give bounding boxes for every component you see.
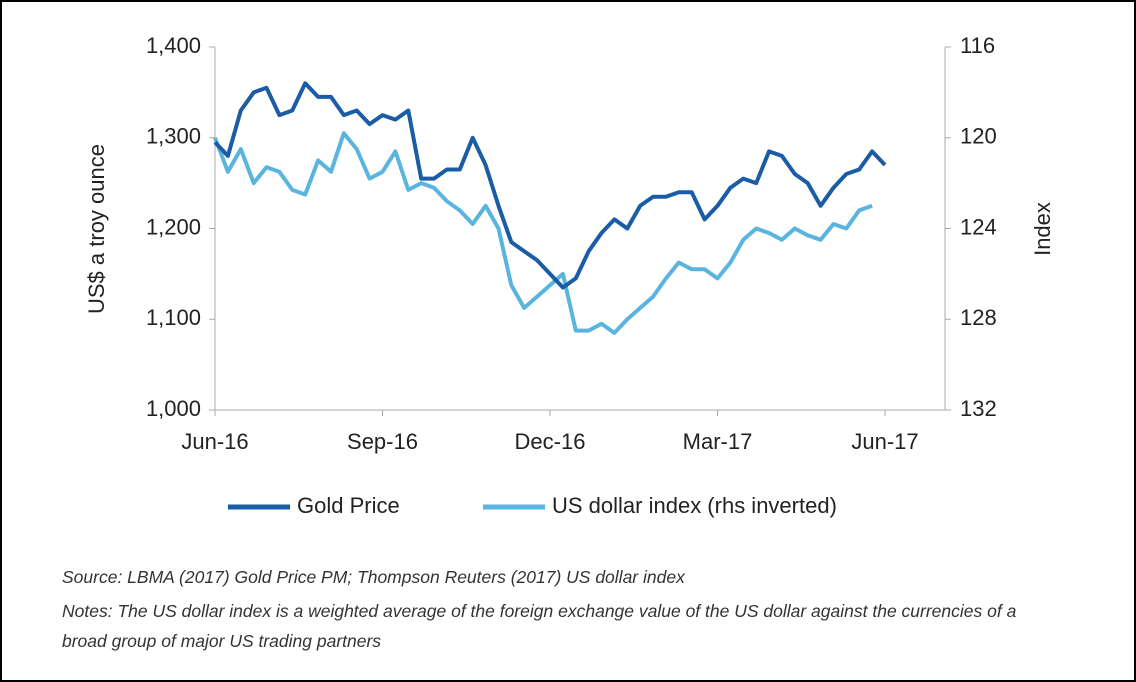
x-tick-label: Jun-17 <box>851 429 918 454</box>
y2-tick-label: 120 <box>960 124 997 149</box>
y-tick-label: 1,400 <box>146 33 201 58</box>
x-tick-label: Dec-16 <box>515 429 586 454</box>
y-axis-label: US$ a troy ounce <box>84 144 109 314</box>
y-tick-label: 1,200 <box>146 214 201 239</box>
x-tick-label: Mar-17 <box>683 429 753 454</box>
y2-tick-label: 124 <box>960 214 997 239</box>
notes: Notes: The US dollar index is a weighted… <box>62 601 1017 651</box>
legend-label: Gold Price <box>297 493 400 518</box>
x-tick-label: Sep-16 <box>347 429 418 454</box>
series-line <box>213 81 887 290</box>
y2-tick-label: 132 <box>960 396 997 421</box>
series-line <box>213 131 873 335</box>
source: Source: LBMA (2017) Gold Price PM; Thomp… <box>62 567 685 587</box>
y2-tick-label: 128 <box>960 305 997 330</box>
x-tick-label: Jun-16 <box>181 429 248 454</box>
y-tick-label: 1,000 <box>146 396 201 421</box>
y-tick-label: 1,100 <box>146 305 201 330</box>
y2-axis-label: Index <box>1030 202 1055 256</box>
y-tick-label: 1,300 <box>146 124 201 149</box>
y2-tick-label: 116 <box>960 33 995 58</box>
legend-label: US dollar index (rhs inverted) <box>552 493 837 518</box>
